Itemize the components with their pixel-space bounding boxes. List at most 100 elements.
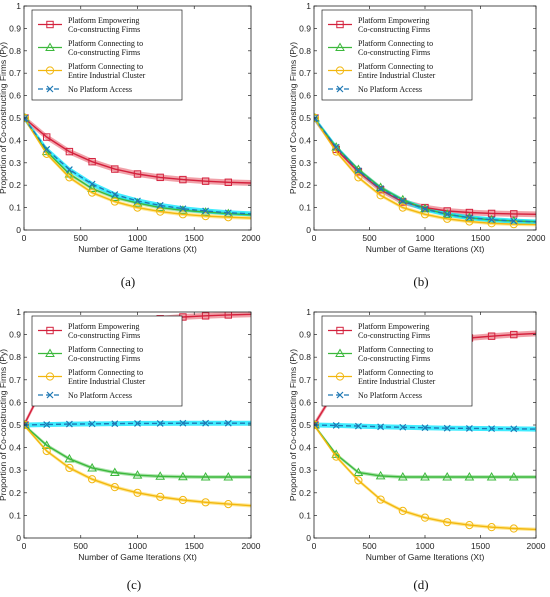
y-tick-label: 1	[16, 1, 21, 11]
series-line-connect_cluster	[314, 117, 536, 226]
square-icon	[46, 20, 54, 29]
data-point-connect_cluster	[178, 210, 187, 219]
data-point-connect_firms	[178, 471, 188, 481]
y-tick-label: 0.6	[9, 397, 21, 407]
x-tick-label: 1500	[471, 541, 490, 551]
y-tick-label: 0.3	[299, 158, 311, 168]
y-tick-label: 0.4	[9, 135, 21, 145]
data-point-connect_cluster	[398, 506, 407, 515]
y-tick-label: 0.6	[299, 397, 311, 407]
data-point-connect_firms	[109, 467, 120, 476]
data-point-no_access	[134, 197, 141, 205]
legend-entry-connect_cluster: Platform Connecting to	[68, 62, 143, 71]
y-axis-label: Proportion of Co-constructing Firms (Py)	[0, 42, 8, 194]
legend-entry-connect_cluster: Entire Industrial Cluster	[68, 377, 146, 386]
legend-entry-connect_cluster: Platform Connecting to	[358, 62, 433, 71]
chart-panel-4: 0 0.1 0.2 0.3 0.4 0.5 0.6 0.7 0.8 0.9 1 0 500 1000 150…	[288, 307, 546, 592]
y-tick-label: 0.1	[299, 510, 311, 520]
data-point-no_access	[88, 180, 96, 188]
y-tick-label: 0.1	[9, 203, 21, 213]
data-point-connect_cluster	[178, 495, 187, 505]
y-tick-label: 0	[16, 533, 21, 543]
data-point-no_access	[332, 143, 340, 151]
legend-entry-no_access: No Platform Access	[68, 85, 132, 94]
legend-entry-empowering: Platform Empowering	[358, 16, 429, 25]
y-tick-label: 0.2	[299, 180, 311, 190]
data-point-connect_cluster	[156, 492, 165, 501]
y-tick-label: 0.7	[9, 68, 21, 78]
y-tick-label: 0.6	[299, 91, 311, 101]
y-tick-label: 0.5	[299, 113, 311, 123]
data-point-no_access	[202, 419, 210, 427]
y-tick-label: 0.2	[9, 488, 21, 498]
x-axis-label: Number of Game Iterations (Xt)	[366, 552, 485, 562]
data-point-connect_cluster	[201, 498, 210, 507]
data-point-connect_cluster	[332, 452, 341, 461]
series-line-connect_firms	[24, 117, 251, 216]
data-point-connect_cluster	[420, 513, 430, 522]
x-axis-label: Number of Game Iterations (Xt)	[78, 552, 197, 562]
data-point-connect_cluster	[133, 203, 142, 212]
legend-entry-connect_firms: Co-constructing Firms	[358, 48, 430, 57]
data-point-connect_firms	[486, 471, 497, 481]
data-point-connect_firms	[353, 467, 364, 476]
x-tick-label: 1000	[416, 541, 435, 551]
legend-entry-connect_cluster: Entire Industrial Cluster	[68, 71, 146, 80]
legend-entry-empowering: Platform Empowering	[358, 322, 429, 331]
data-point-connect_cluster	[88, 475, 97, 484]
data-point-no_access	[443, 424, 451, 432]
legend-entry-connect_cluster: Platform Connecting to	[358, 368, 433, 377]
data-point-empowering	[65, 147, 74, 156]
data-point-connect_firms	[64, 453, 75, 463]
y-tick-label: 0	[306, 533, 311, 543]
y-tick-label: 0	[16, 225, 21, 235]
y-tick-label: 0	[306, 225, 311, 235]
data-point-connect_firms	[41, 440, 52, 449]
y-tick-label: 0.2	[9, 180, 21, 190]
y-tick-label: 0.8	[9, 46, 21, 56]
x-icon	[336, 85, 344, 93]
data-point-empowering	[88, 157, 96, 166]
data-point-connect_cluster	[443, 518, 452, 527]
series-line-connect_cluster	[24, 117, 251, 219]
square-icon	[336, 20, 344, 29]
y-tick-label: 0.1	[299, 203, 311, 213]
data-point-no_access	[134, 419, 141, 427]
data-point-connect_cluster	[314, 113, 320, 123]
data-point-connect_cluster	[465, 521, 474, 530]
data-point-connect_cluster	[354, 173, 363, 182]
data-point-empowering	[133, 170, 142, 178]
data-point-connect_cluster	[88, 188, 97, 197]
x-tick-label: 2000	[527, 541, 546, 551]
series-line-connect_firms	[314, 424, 536, 478]
data-point-connect_firms	[87, 462, 97, 472]
data-point-no_access	[488, 216, 496, 224]
data-point-connect_firms	[508, 471, 519, 481]
data-point-connect_cluster	[354, 476, 363, 485]
data-point-connect_firms	[223, 471, 234, 481]
data-point-no_access	[354, 167, 362, 175]
data-point-connect_cluster	[133, 488, 142, 497]
legend-entry-empowering: Platform Empowering	[68, 322, 139, 331]
x-tick-label: 1500	[185, 233, 204, 243]
triangle-icon	[45, 42, 55, 51]
legend-entry-empowering: Platform Empowering	[68, 16, 139, 25]
chart-panel-2: 0 0.1 0.2 0.3 0.4 0.5 0.6 0.7 0.8 0.9 1 0 500 1000 150…	[288, 1, 546, 289]
x-tick-label: 500	[362, 541, 376, 551]
data-point-connect_cluster	[224, 213, 233, 222]
panel-label: (c)	[127, 577, 141, 592]
data-point-connect_firms	[178, 205, 188, 214]
x-tick-label: 500	[74, 541, 88, 551]
data-point-no_access	[179, 419, 187, 427]
data-point-no_access	[510, 425, 518, 433]
data-point-no_access	[465, 424, 473, 432]
triangle-icon	[335, 42, 345, 51]
circle-icon	[335, 66, 345, 75]
y-tick-label: 0.4	[299, 135, 311, 145]
data-point-no_access	[377, 423, 385, 431]
data-point-connect_cluster	[376, 495, 385, 504]
